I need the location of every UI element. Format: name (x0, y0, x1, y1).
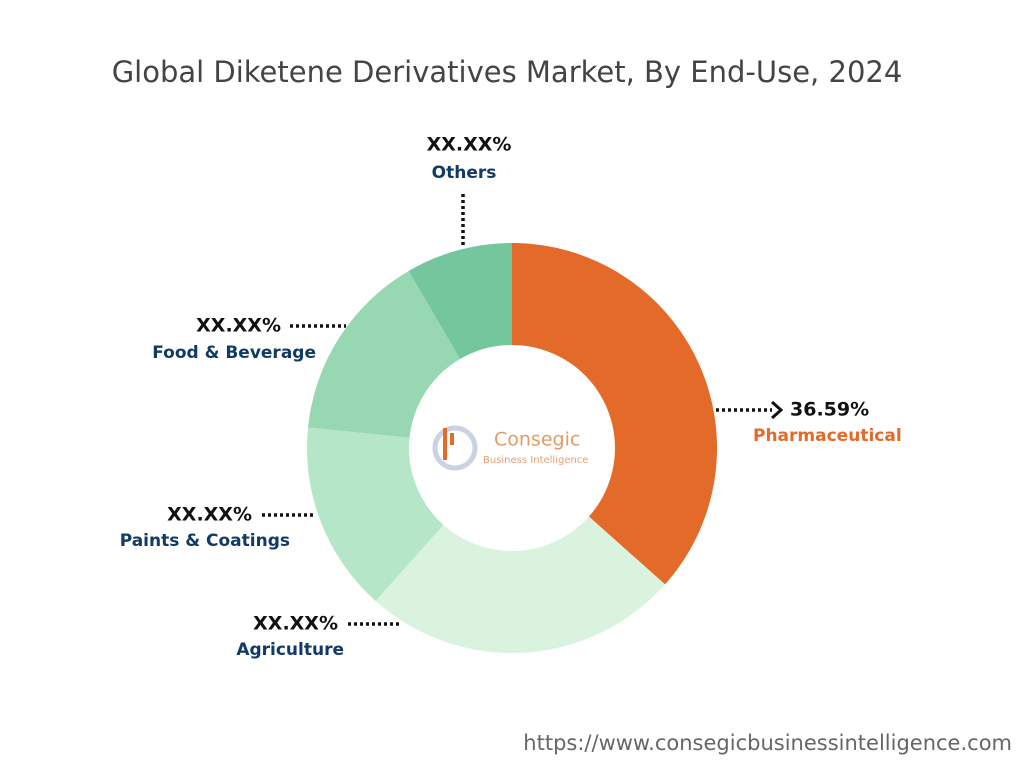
category-label: Paints & Coatings (120, 531, 290, 551)
leaders (262, 194, 784, 626)
source-url: https://www.consegicbusinessintelligence… (523, 731, 1012, 755)
value-label: XX.XX% (427, 134, 512, 156)
value-label: XX.XX% (196, 315, 281, 337)
logo-tagline: Business Intelligence (483, 455, 588, 466)
slice (307, 427, 444, 602)
logo-icon (443, 428, 454, 460)
slice (512, 243, 718, 585)
slice (408, 243, 512, 360)
value-label: 36.59% (790, 399, 869, 421)
category-label: Agriculture (236, 640, 344, 660)
category-label: Others (432, 163, 497, 183)
donut (307, 243, 718, 653)
arrow (771, 400, 784, 420)
value-label: XX.XX% (167, 504, 252, 526)
chart-title: Global Diketene Derivatives Market, By E… (112, 55, 903, 89)
logo: Consegic Business Intelligence (432, 425, 588, 471)
slice (308, 270, 461, 438)
category-label: Pharmaceutical (753, 426, 902, 446)
slice (375, 516, 666, 653)
logo-name: Consegic (494, 429, 580, 451)
category-label: Food & Beverage (152, 343, 316, 363)
value-label: XX.XX% (253, 613, 338, 635)
logo-icon (432, 425, 478, 471)
